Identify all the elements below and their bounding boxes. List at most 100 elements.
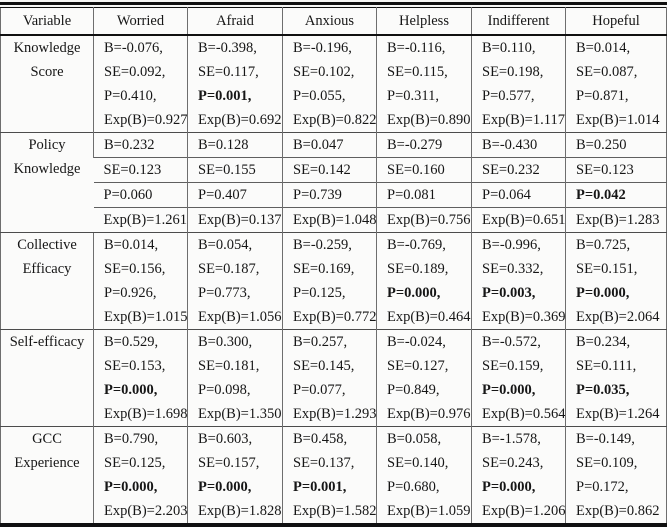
stat-cell: B=0.232 (93, 132, 188, 158)
stat-line: SE=0.092, (104, 64, 166, 80)
stat-line: SE=0.181, (198, 358, 260, 374)
stat-line: B=0.128 (198, 137, 249, 153)
stat-cell: B=-1.578, SE=0.243, P=0.000, Exp(B)=1.206 (471, 426, 566, 523)
stat-line: P=0.064 (482, 187, 531, 203)
stat-line: Exp(B)=1.014 (576, 112, 660, 128)
stat-cell: B=0.790, SE=0.125, P=0.000, Exp(B)=2.203 (93, 426, 188, 523)
stat-cell: B=-0.259, SE=0.169, P=0.125, Exp(B)=0.772 (282, 232, 377, 330)
stat-line: Exp(B)=1.582 (293, 503, 377, 519)
stat-line: Exp(B)=0.976 (387, 406, 471, 422)
stat-line: B=-0.279 (387, 137, 443, 153)
stat-line: B=0.058, (387, 431, 442, 447)
stat-cell: B=-0.769, SE=0.189, P=0.000, Exp(B)=0.464 (376, 232, 472, 330)
stat-line: P=0.311, (387, 88, 439, 104)
stat-line: Exp(B)=1.283 (576, 212, 660, 228)
stat-line: SE=0.123 (103, 162, 162, 178)
stat-line: P=0.001, (293, 479, 347, 495)
table-row: GCC Experience B=0.790, SE=0.125, P=0.000, Ex… (0, 426, 667, 523)
table-row: SE=0.123 SE=0.155 SE=0.142 SE=0.160 SE=0.232… (1, 157, 667, 183)
stat-line: SE=0.123 (576, 162, 634, 178)
stat-cell: B=0.250 (565, 132, 667, 158)
column-header-indifferent: Indifferent (471, 7, 566, 36)
stat-line: P=0.001, (198, 88, 252, 104)
stat-line: Exp(B)=1.350 (198, 406, 282, 422)
stat-cell: B=0.128 (187, 132, 283, 158)
stat-line: P=0.871, (576, 88, 629, 104)
stat-line: B=-0.996, (482, 237, 541, 253)
stat-cell: B=-0.430 (471, 132, 566, 158)
stat-line: SE=0.187, (198, 261, 260, 277)
stat-line: SE=0.140, (387, 455, 449, 471)
stat-line: SE=0.156, (104, 261, 166, 277)
stat-line: B=-0.430 (482, 137, 538, 153)
stat-line: P=0.035, (576, 382, 630, 398)
stat-line: B=-0.769, (387, 237, 446, 253)
stat-line: Exp(B)=1.828 (198, 503, 282, 519)
stat-line: SE=0.151, (576, 261, 638, 277)
variable-label-line: Collective (17, 237, 77, 253)
stat-cell: B=0.725, SE=0.151, P=0.000, Exp(B)=2.064 (565, 232, 667, 330)
table-bottom-rule (0, 523, 667, 527)
stat-line: P=0.055, (293, 88, 346, 104)
stat-line: P=0.773, (198, 285, 251, 301)
stat-cell: B=0.300, SE=0.181, P=0.098, Exp(B)=1.350 (187, 329, 283, 427)
stat-line: SE=0.111, (576, 358, 637, 374)
variable-label-line: Experience (14, 455, 80, 471)
stat-cell: B=-0.076, SE=0.092, P=0.410, Exp(B)=0.927 (93, 34, 188, 133)
stat-cell: B=-0.572, SE=0.159, P=0.000, Exp(B)=0.564 (471, 329, 566, 427)
stat-cell: B=0.529, SE=0.153, P=0.000, Exp(B)=1.698 (93, 329, 188, 427)
stat-cell: Exp(B)=1.283 (565, 207, 667, 233)
stat-line: SE=0.160 (387, 162, 445, 178)
stat-line: Exp(B)=0.464 (387, 309, 471, 325)
stat-line: B=0.603, (198, 431, 253, 447)
stat-line: P=0.060 (103, 187, 153, 203)
column-header-helpless: Helpless (376, 7, 472, 36)
stat-line: SE=0.142 (293, 162, 351, 178)
stat-cell: B=0.058, SE=0.140, P=0.680, Exp(B)=1.059 (376, 426, 472, 523)
stat-line: P=0.000, (104, 382, 158, 398)
table-body: Knowledge Score B=-0.076, SE=0.092, P=0.410,… (0, 34, 667, 523)
stat-line: P=0.081 (387, 187, 436, 203)
stat-line: Exp(B)=0.862 (576, 503, 660, 519)
stat-line: SE=0.157, (198, 455, 260, 471)
table-row: Collective Efficacy B=0.014, SE=0.156, P=0.9… (0, 232, 667, 330)
stat-cell: B=0.014, SE=0.087, P=0.871, Exp(B)=1.014 (565, 34, 667, 133)
stat-line: P=0.000, (482, 382, 536, 398)
stat-cell: P=0.739 (282, 182, 377, 208)
stat-cell: B=0.234, SE=0.111, P=0.035, Exp(B)=1.264 (565, 329, 667, 427)
variable-label-line: Efficacy (22, 261, 72, 277)
stat-line: B=0.047 (293, 137, 344, 153)
table-row: P=0.060 P=0.407 P=0.739 P=0.081 P=0.064 P=0.0… (1, 182, 667, 208)
stat-line: P=0.000, (387, 285, 441, 301)
stat-line: Exp(B)=2.064 (576, 309, 660, 325)
stat-line: B=-0.398, (198, 40, 257, 56)
stat-cell: B=-0.996, SE=0.332, P=0.003, Exp(B)=0.369 (471, 232, 566, 330)
stat-line: SE=0.159, (482, 358, 544, 374)
stat-line: B=0.529, (104, 334, 159, 350)
stat-line: P=0.000, (104, 479, 158, 495)
stat-line: P=0.000, (576, 285, 630, 301)
stat-line: P=0.407 (198, 187, 247, 203)
stat-line: B=-0.024, (387, 334, 446, 350)
stat-line: SE=0.232 (482, 162, 540, 178)
stat-line: P=0.739 (293, 187, 342, 203)
stat-cell: B=0.110, SE=0.198, P=0.577, Exp(B)=1.117 (471, 34, 566, 133)
stat-cell: SE=0.160 (376, 157, 472, 183)
stat-line: Exp(B)=1.117 (482, 112, 565, 128)
variable-label-line: GCC (32, 431, 62, 447)
stat-cell: B=0.458, SE=0.137, P=0.001, Exp(B)=1.582 (282, 426, 377, 523)
stat-cell: B=-0.024, SE=0.127, P=0.849, Exp(B)=0.976 (376, 329, 472, 427)
stat-cell: P=0.407 (187, 182, 283, 208)
stat-line: B=0.250 (576, 137, 627, 153)
stat-line: B=0.790, (104, 431, 159, 447)
stat-cell: Exp(B)=0.651 (471, 207, 566, 233)
header-row: Variable Worried Afraid Anxious Helpless Indi… (0, 7, 667, 36)
stat-line: SE=0.137, (293, 455, 355, 471)
table-row: Knowledge Score B=-0.076, SE=0.092, P=0.410,… (0, 34, 667, 133)
stat-line: Exp(B)=1.293 (293, 406, 377, 422)
stat-line: B=-0.116, (387, 40, 446, 56)
stat-line: P=0.577, (482, 88, 535, 104)
stat-line: SE=0.145, (293, 358, 355, 374)
stat-line: B=0.110, (482, 40, 536, 56)
stat-line: Exp(B)=0.927 (104, 112, 188, 128)
